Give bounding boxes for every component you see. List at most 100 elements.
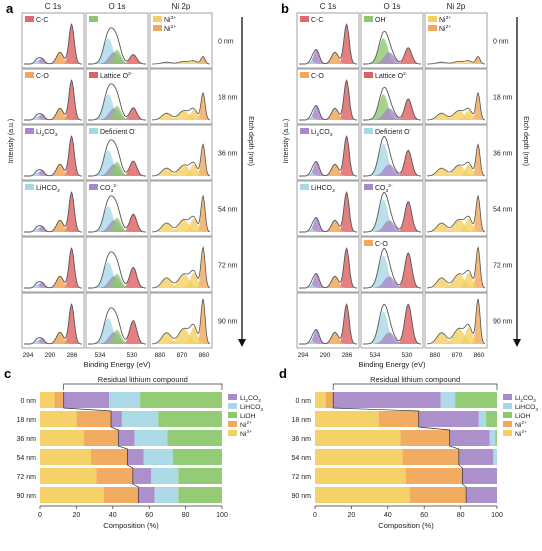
- spectrum-cell: [149, 180, 213, 237]
- peak-fill: [363, 304, 421, 344]
- peak-fill: [427, 165, 485, 176]
- bar-segment: [76, 411, 111, 427]
- bar-segment: [140, 392, 222, 408]
- peak-fill: [152, 61, 210, 64]
- peak-fill: [152, 165, 210, 176]
- panel-a-xps: a C 1s O 1s Ni 2p 0 nm C-C Ni3+​Ni2+​ 18 nm C-O L…: [6, 1, 254, 369]
- peak-fill: [299, 284, 357, 288]
- peak-fill: [152, 164, 210, 176]
- bar-segment: [121, 411, 159, 427]
- envelope-line: [88, 27, 146, 65]
- bar-segment: [315, 430, 401, 446]
- peak-fill: [363, 99, 421, 120]
- x-tick-label: 290: [320, 352, 331, 359]
- residual-bracket: [332, 383, 498, 390]
- spectrum-cell: [149, 236, 213, 293]
- legend-swatch: [25, 72, 34, 78]
- envelope-line: [363, 30, 422, 65]
- bar-segment: [406, 468, 463, 484]
- peak-fill: [299, 162, 357, 176]
- envelope-line: [24, 247, 83, 289]
- x-tick-label: 40: [109, 512, 117, 519]
- peak-fill: [88, 214, 146, 232]
- peak-fill: [363, 332, 421, 344]
- peak-fill: [363, 311, 421, 344]
- legend-label: C-O: [36, 73, 49, 80]
- peak-fill: [152, 218, 210, 232]
- x-tick-label: 534: [370, 352, 381, 359]
- legend-label: LiOH: [515, 413, 531, 420]
- bar-segment: [172, 449, 222, 465]
- envelope-line: [152, 143, 211, 177]
- legend-label: Deficient O-​: [375, 128, 412, 136]
- etch-depth-label: Etch depth (nm): [247, 116, 254, 166]
- legend-swatch: [364, 184, 373, 190]
- envelope-line: [152, 56, 211, 65]
- spectrum-cell: [424, 12, 488, 69]
- spectrum-cell: [296, 180, 360, 237]
- category-label: 0 nm: [20, 398, 36, 405]
- peak-fill: [427, 328, 485, 344]
- bar-segment: [402, 449, 459, 465]
- envelope-line: [363, 247, 422, 289]
- peak-fill: [24, 304, 82, 344]
- legend-swatch: [228, 403, 237, 409]
- bar-segment: [40, 468, 97, 484]
- legend-swatch: [364, 16, 373, 22]
- peak-fill: [363, 255, 421, 288]
- spectrum-cell: [360, 180, 424, 237]
- etch-depth-label: Etch depth (nm): [522, 116, 529, 166]
- bar-segment: [138, 487, 155, 503]
- bar-segment: [458, 449, 494, 465]
- spectrum-cell: [149, 12, 213, 69]
- peak-fill: [427, 144, 485, 176]
- peak-fill: [363, 108, 421, 120]
- legend-label: Li2​CO3​: [515, 395, 536, 404]
- peak-fill: [152, 144, 210, 176]
- peak-fill: [152, 62, 210, 64]
- x-axis-label: Binding Energy (eV): [83, 360, 151, 369]
- bar-segment: [493, 449, 497, 465]
- legend-label: C-O: [311, 73, 324, 80]
- legend-swatch: [25, 128, 34, 134]
- bar-segment: [90, 449, 128, 465]
- peak-fill: [152, 299, 210, 344]
- bar-segment: [178, 487, 222, 503]
- envelope-line: [152, 245, 211, 289]
- peak-fill: [299, 106, 357, 120]
- x-tick-label: 534: [95, 352, 106, 359]
- peak-fill: [427, 196, 485, 232]
- category-label: 90 nm: [292, 493, 312, 500]
- spectrum-cell: [424, 124, 488, 181]
- peak-fill: [299, 172, 357, 176]
- column-title: Ni 2p: [172, 2, 191, 11]
- peak-fill: [152, 272, 210, 288]
- column-title: Ni 2p: [447, 2, 466, 11]
- legend-label: LiHCO3​: [311, 185, 335, 194]
- spectrum-cell: [149, 124, 213, 181]
- depth-label: 36 nm: [493, 151, 513, 158]
- peak-fill: [152, 113, 210, 120]
- envelope-line: [299, 23, 358, 65]
- peak-fill: [152, 61, 210, 64]
- depth-label: 54 nm: [493, 207, 513, 214]
- peak-fill: [363, 52, 421, 64]
- peak-fill: [24, 60, 82, 64]
- depth-label: 18 nm: [218, 95, 238, 102]
- peak-fill: [427, 164, 485, 176]
- peak-fill: [363, 199, 421, 232]
- peak-fill: [299, 136, 357, 176]
- x-tick-label: 880: [155, 352, 166, 359]
- bar-segment: [315, 468, 406, 484]
- depth-label: 18 nm: [493, 95, 513, 102]
- envelope-line: [24, 23, 83, 65]
- spectrum-cell: [424, 236, 488, 293]
- category-label: 18 nm: [17, 417, 37, 424]
- peak-fill: [24, 116, 82, 120]
- category-label: 0 nm: [295, 398, 311, 405]
- legend-label: Lattice O2-​: [375, 71, 408, 80]
- depth-label: 72 nm: [493, 263, 513, 270]
- depth-label: 72 nm: [218, 263, 238, 270]
- legend-swatch: [364, 72, 373, 78]
- column-title: O 1s: [109, 2, 126, 11]
